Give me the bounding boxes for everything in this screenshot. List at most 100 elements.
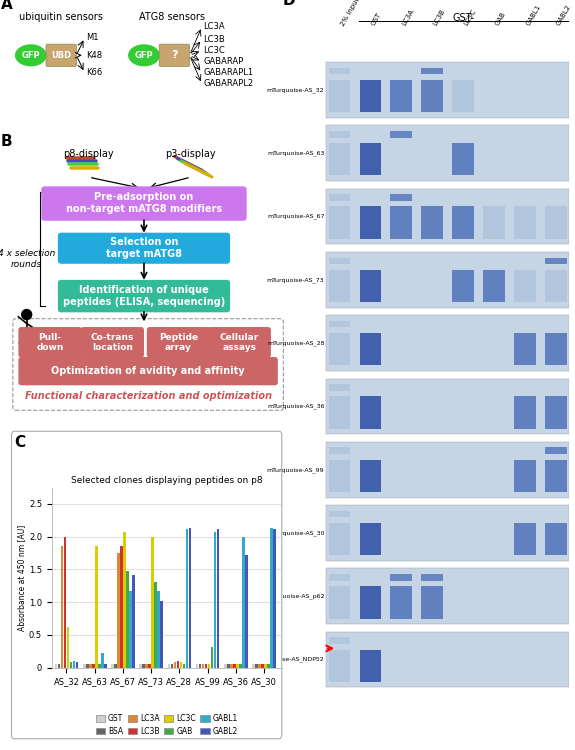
Bar: [245, 555, 248, 668]
Text: 4 x selection
rounds: 4 x selection rounds: [0, 249, 55, 268]
Text: mTurquoise-AS_67: mTurquoise-AS_67: [267, 214, 324, 219]
Bar: [329, 321, 350, 328]
Bar: [326, 442, 569, 497]
Bar: [117, 553, 120, 668]
Bar: [242, 536, 244, 668]
Text: K48: K48: [87, 51, 103, 60]
Bar: [545, 333, 566, 365]
Text: mTurquoise-AS_99: mTurquoise-AS_99: [267, 466, 324, 472]
Text: ubiquitin sensors: ubiquitin sensors: [19, 12, 103, 22]
Bar: [390, 131, 412, 137]
Bar: [390, 80, 412, 112]
Text: p8-display: p8-display: [63, 149, 114, 160]
Bar: [72, 661, 75, 668]
Text: GFP: GFP: [21, 51, 40, 60]
Bar: [208, 664, 210, 668]
Text: LC3C: LC3C: [463, 8, 477, 26]
Bar: [196, 664, 198, 668]
Bar: [329, 638, 350, 644]
Bar: [101, 653, 104, 668]
Bar: [120, 547, 122, 668]
Bar: [359, 460, 381, 492]
Bar: [329, 206, 350, 238]
Bar: [329, 650, 350, 682]
Bar: [214, 532, 216, 668]
Bar: [64, 536, 66, 668]
Text: mTurquoise-AS_28: mTurquoise-AS_28: [267, 340, 324, 346]
Bar: [329, 396, 350, 429]
Text: Functional characterization and optimization: Functional characterization and optimiza…: [25, 391, 271, 400]
Bar: [326, 252, 569, 308]
Bar: [483, 270, 505, 302]
Bar: [390, 206, 412, 238]
FancyBboxPatch shape: [13, 319, 283, 410]
Bar: [104, 664, 106, 668]
Bar: [179, 662, 182, 668]
Text: LC3C: LC3C: [204, 46, 225, 55]
Bar: [111, 664, 114, 668]
Bar: [95, 547, 98, 668]
Bar: [421, 206, 443, 238]
Bar: [329, 194, 350, 201]
Bar: [453, 80, 474, 112]
Bar: [359, 206, 381, 238]
Bar: [186, 529, 188, 668]
Text: Cellular
assays: Cellular assays: [220, 332, 259, 352]
Bar: [261, 664, 264, 668]
Bar: [359, 270, 381, 302]
Bar: [545, 523, 566, 555]
Bar: [167, 664, 170, 668]
Bar: [359, 396, 381, 429]
Text: mTurquoise-AS_32: mTurquoise-AS_32: [267, 87, 324, 93]
Bar: [329, 257, 350, 264]
Bar: [453, 270, 474, 302]
Bar: [329, 384, 350, 391]
Bar: [174, 662, 176, 668]
Text: GABL1: GABL1: [525, 3, 542, 26]
Bar: [258, 664, 261, 668]
Bar: [514, 270, 536, 302]
Bar: [205, 664, 208, 668]
Bar: [143, 664, 145, 668]
Text: ATG8 sensors: ATG8 sensors: [139, 12, 205, 22]
FancyBboxPatch shape: [58, 232, 230, 264]
Bar: [98, 664, 101, 668]
Bar: [329, 586, 350, 619]
Bar: [224, 664, 227, 668]
Bar: [58, 664, 60, 668]
Bar: [273, 529, 276, 668]
FancyBboxPatch shape: [18, 357, 278, 386]
Bar: [83, 664, 86, 668]
Text: D: D: [283, 0, 296, 8]
Bar: [233, 664, 236, 668]
Circle shape: [22, 310, 32, 320]
Bar: [86, 664, 89, 668]
Bar: [267, 664, 270, 668]
Bar: [76, 662, 78, 668]
Text: GABARAPL2: GABARAPL2: [204, 80, 254, 88]
Bar: [270, 528, 273, 668]
Bar: [329, 68, 350, 74]
Bar: [421, 68, 443, 74]
Bar: [89, 664, 91, 668]
FancyBboxPatch shape: [46, 44, 76, 67]
Bar: [199, 664, 201, 668]
Text: Identification of unique
peptides (ELISA, sequencing): Identification of unique peptides (ELISA…: [63, 285, 225, 307]
Bar: [514, 206, 536, 238]
Bar: [145, 664, 148, 668]
Bar: [151, 536, 154, 668]
Legend: GST, BSA, LC3A, LC3B, LC3C, GAB, GABL1, GABL2: GST, BSA, LC3A, LC3B, LC3C, GAB, GABL1, …: [93, 711, 241, 739]
Bar: [390, 194, 412, 201]
Bar: [158, 591, 160, 668]
Bar: [189, 528, 191, 668]
Bar: [329, 333, 350, 365]
Bar: [514, 396, 536, 429]
Text: A: A: [1, 0, 12, 12]
Bar: [129, 591, 132, 668]
Bar: [252, 664, 255, 668]
Bar: [329, 80, 350, 112]
Bar: [230, 664, 233, 668]
Bar: [326, 125, 569, 181]
Bar: [70, 662, 72, 668]
Bar: [239, 664, 242, 668]
